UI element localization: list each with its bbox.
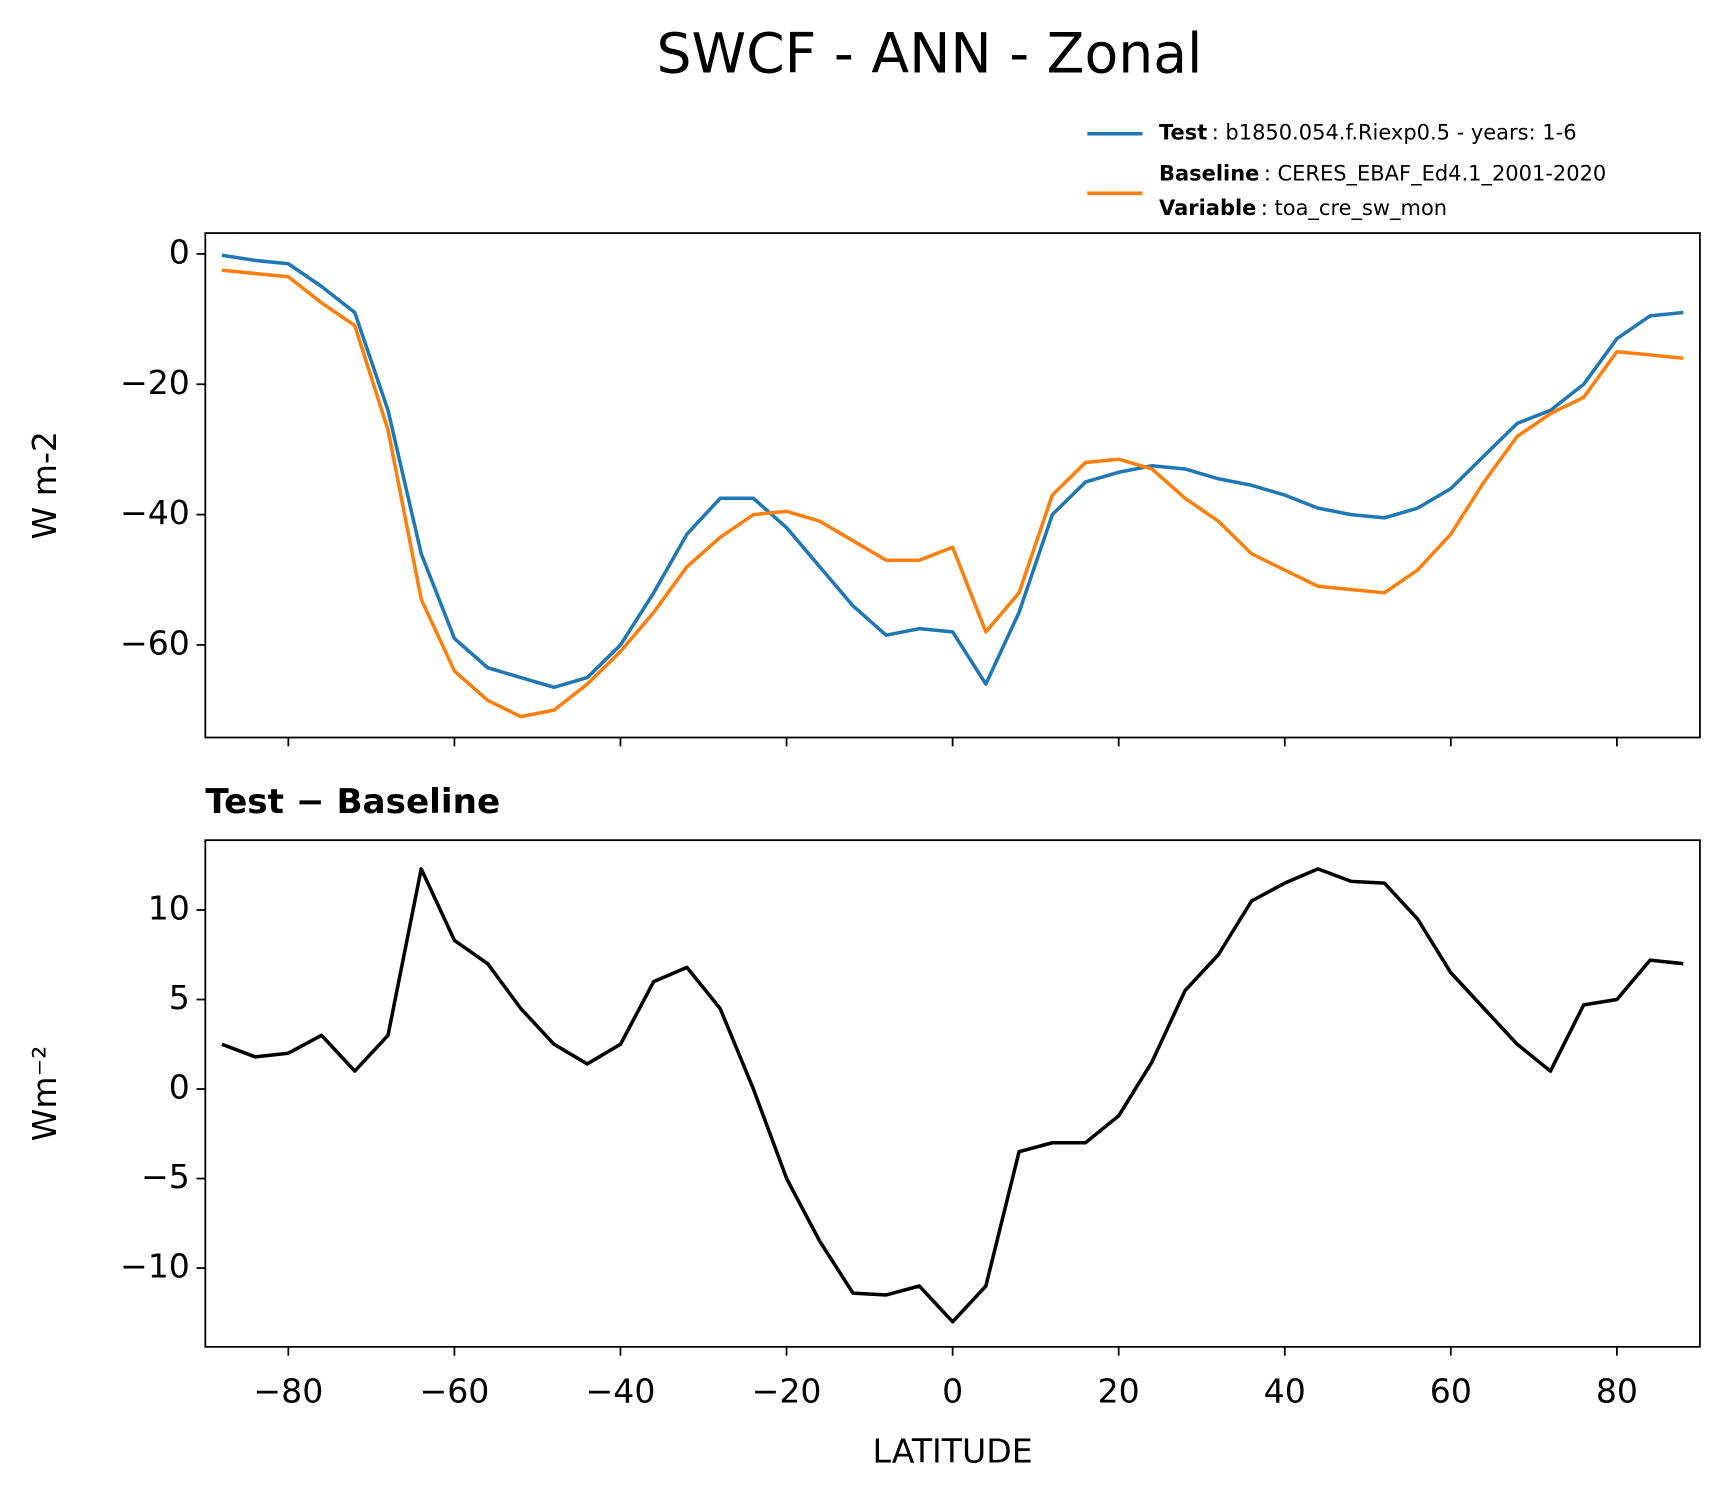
legend-note-label: Variable [1159, 196, 1256, 220]
legend-note-text: : toa_cre_sw_mon [1261, 196, 1447, 221]
y-axis-label: W m-2 [25, 431, 64, 540]
y-axis-label: Wm⁻² [25, 1046, 64, 1142]
legend-note: Variable: toa_cre_sw_mon [1159, 196, 1447, 221]
legend-name: Baseline [1159, 162, 1259, 186]
data-line [221, 867, 1684, 1324]
subplot-title: Test − Baseline [205, 782, 500, 822]
y-tick-label: −60 [120, 623, 190, 662]
y-tick-label: −20 [120, 363, 190, 402]
legend-entry: Test: b1850.054.f.Riexp0.5 - years: 1-6 [1159, 121, 1577, 145]
y-tick-label: 10 [148, 888, 190, 927]
x-tick-label: 20 [1098, 1372, 1140, 1411]
x-tick-label: 60 [1430, 1372, 1472, 1411]
x-tick-label: 0 [942, 1372, 963, 1411]
x-tick-label: −80 [253, 1372, 323, 1411]
data-line [221, 268, 1684, 719]
chart-title: SWCF - ANN - Zonal [656, 23, 1202, 87]
y-tick-label: 0 [169, 1068, 190, 1107]
x-tick-label: −20 [752, 1372, 822, 1411]
legend-name: Test [1159, 121, 1207, 145]
y-tick-label: −5 [141, 1157, 190, 1196]
x-tick-label: −60 [419, 1372, 489, 1411]
legend-description: : b1850.054.f.Riexp0.5 - years: 1-6 [1212, 121, 1577, 145]
y-tick-label: 5 [169, 978, 190, 1017]
data-line [221, 253, 1684, 690]
x-tick-label: 80 [1596, 1372, 1638, 1411]
x-axis-label: LATITUDE [873, 1431, 1033, 1470]
y-tick-label: −10 [120, 1247, 190, 1286]
y-tick-label: 0 [169, 232, 190, 271]
axes-frame [204, 232, 1701, 739]
legend-entry: Baseline: CERES_EBAF_Ed4.1_2001-2020 [1159, 162, 1606, 187]
x-tick-label: 40 [1264, 1372, 1306, 1411]
x-tick-label: −40 [586, 1372, 656, 1411]
y-tick-label: −40 [120, 493, 190, 532]
axes-frame [204, 839, 1701, 1348]
legend-description: : CERES_EBAF_Ed4.1_2001-2020 [1264, 162, 1606, 187]
